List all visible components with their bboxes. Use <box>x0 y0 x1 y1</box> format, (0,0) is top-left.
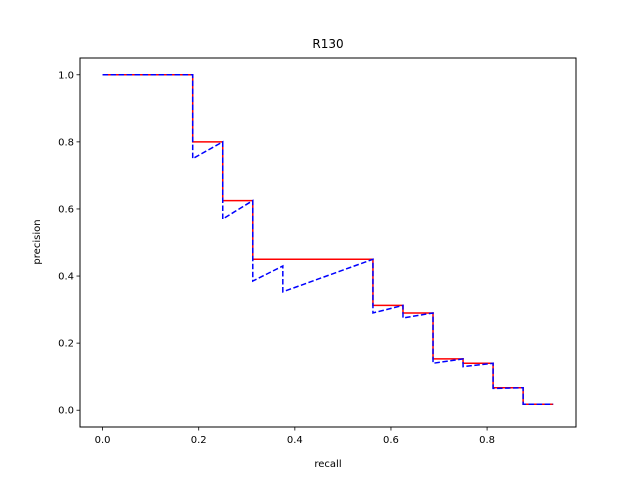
x-tick-label: 0.4 <box>287 435 303 446</box>
x-tick-label: 0.0 <box>95 435 111 446</box>
series-line-2 <box>102 74 554 405</box>
y-tick-label: 0.4 <box>58 272 74 283</box>
chart-title: R130 <box>312 37 343 51</box>
series-layer <box>102 74 554 405</box>
y-tick-label: 1.0 <box>58 70 74 81</box>
x-axis-title: recall <box>314 459 341 470</box>
y-tick-label: 0.2 <box>58 339 74 350</box>
x-axis: 0.0 0.2 0.4 0.6 0.8 <box>95 427 495 446</box>
y-tick-label: 0.6 <box>58 204 74 215</box>
y-axis: 0.0 0.2 0.4 0.6 0.8 1.0 <box>58 70 80 417</box>
y-tick-label: 0.0 <box>58 406 74 417</box>
x-tick-label: 0.2 <box>191 435 207 446</box>
x-tick-label: 0.8 <box>479 435 495 446</box>
x-tick-label: 0.6 <box>383 435 399 446</box>
y-tick-label: 0.8 <box>58 137 74 148</box>
y-axis-title: precision <box>32 219 43 264</box>
plot-frame <box>79 57 577 428</box>
